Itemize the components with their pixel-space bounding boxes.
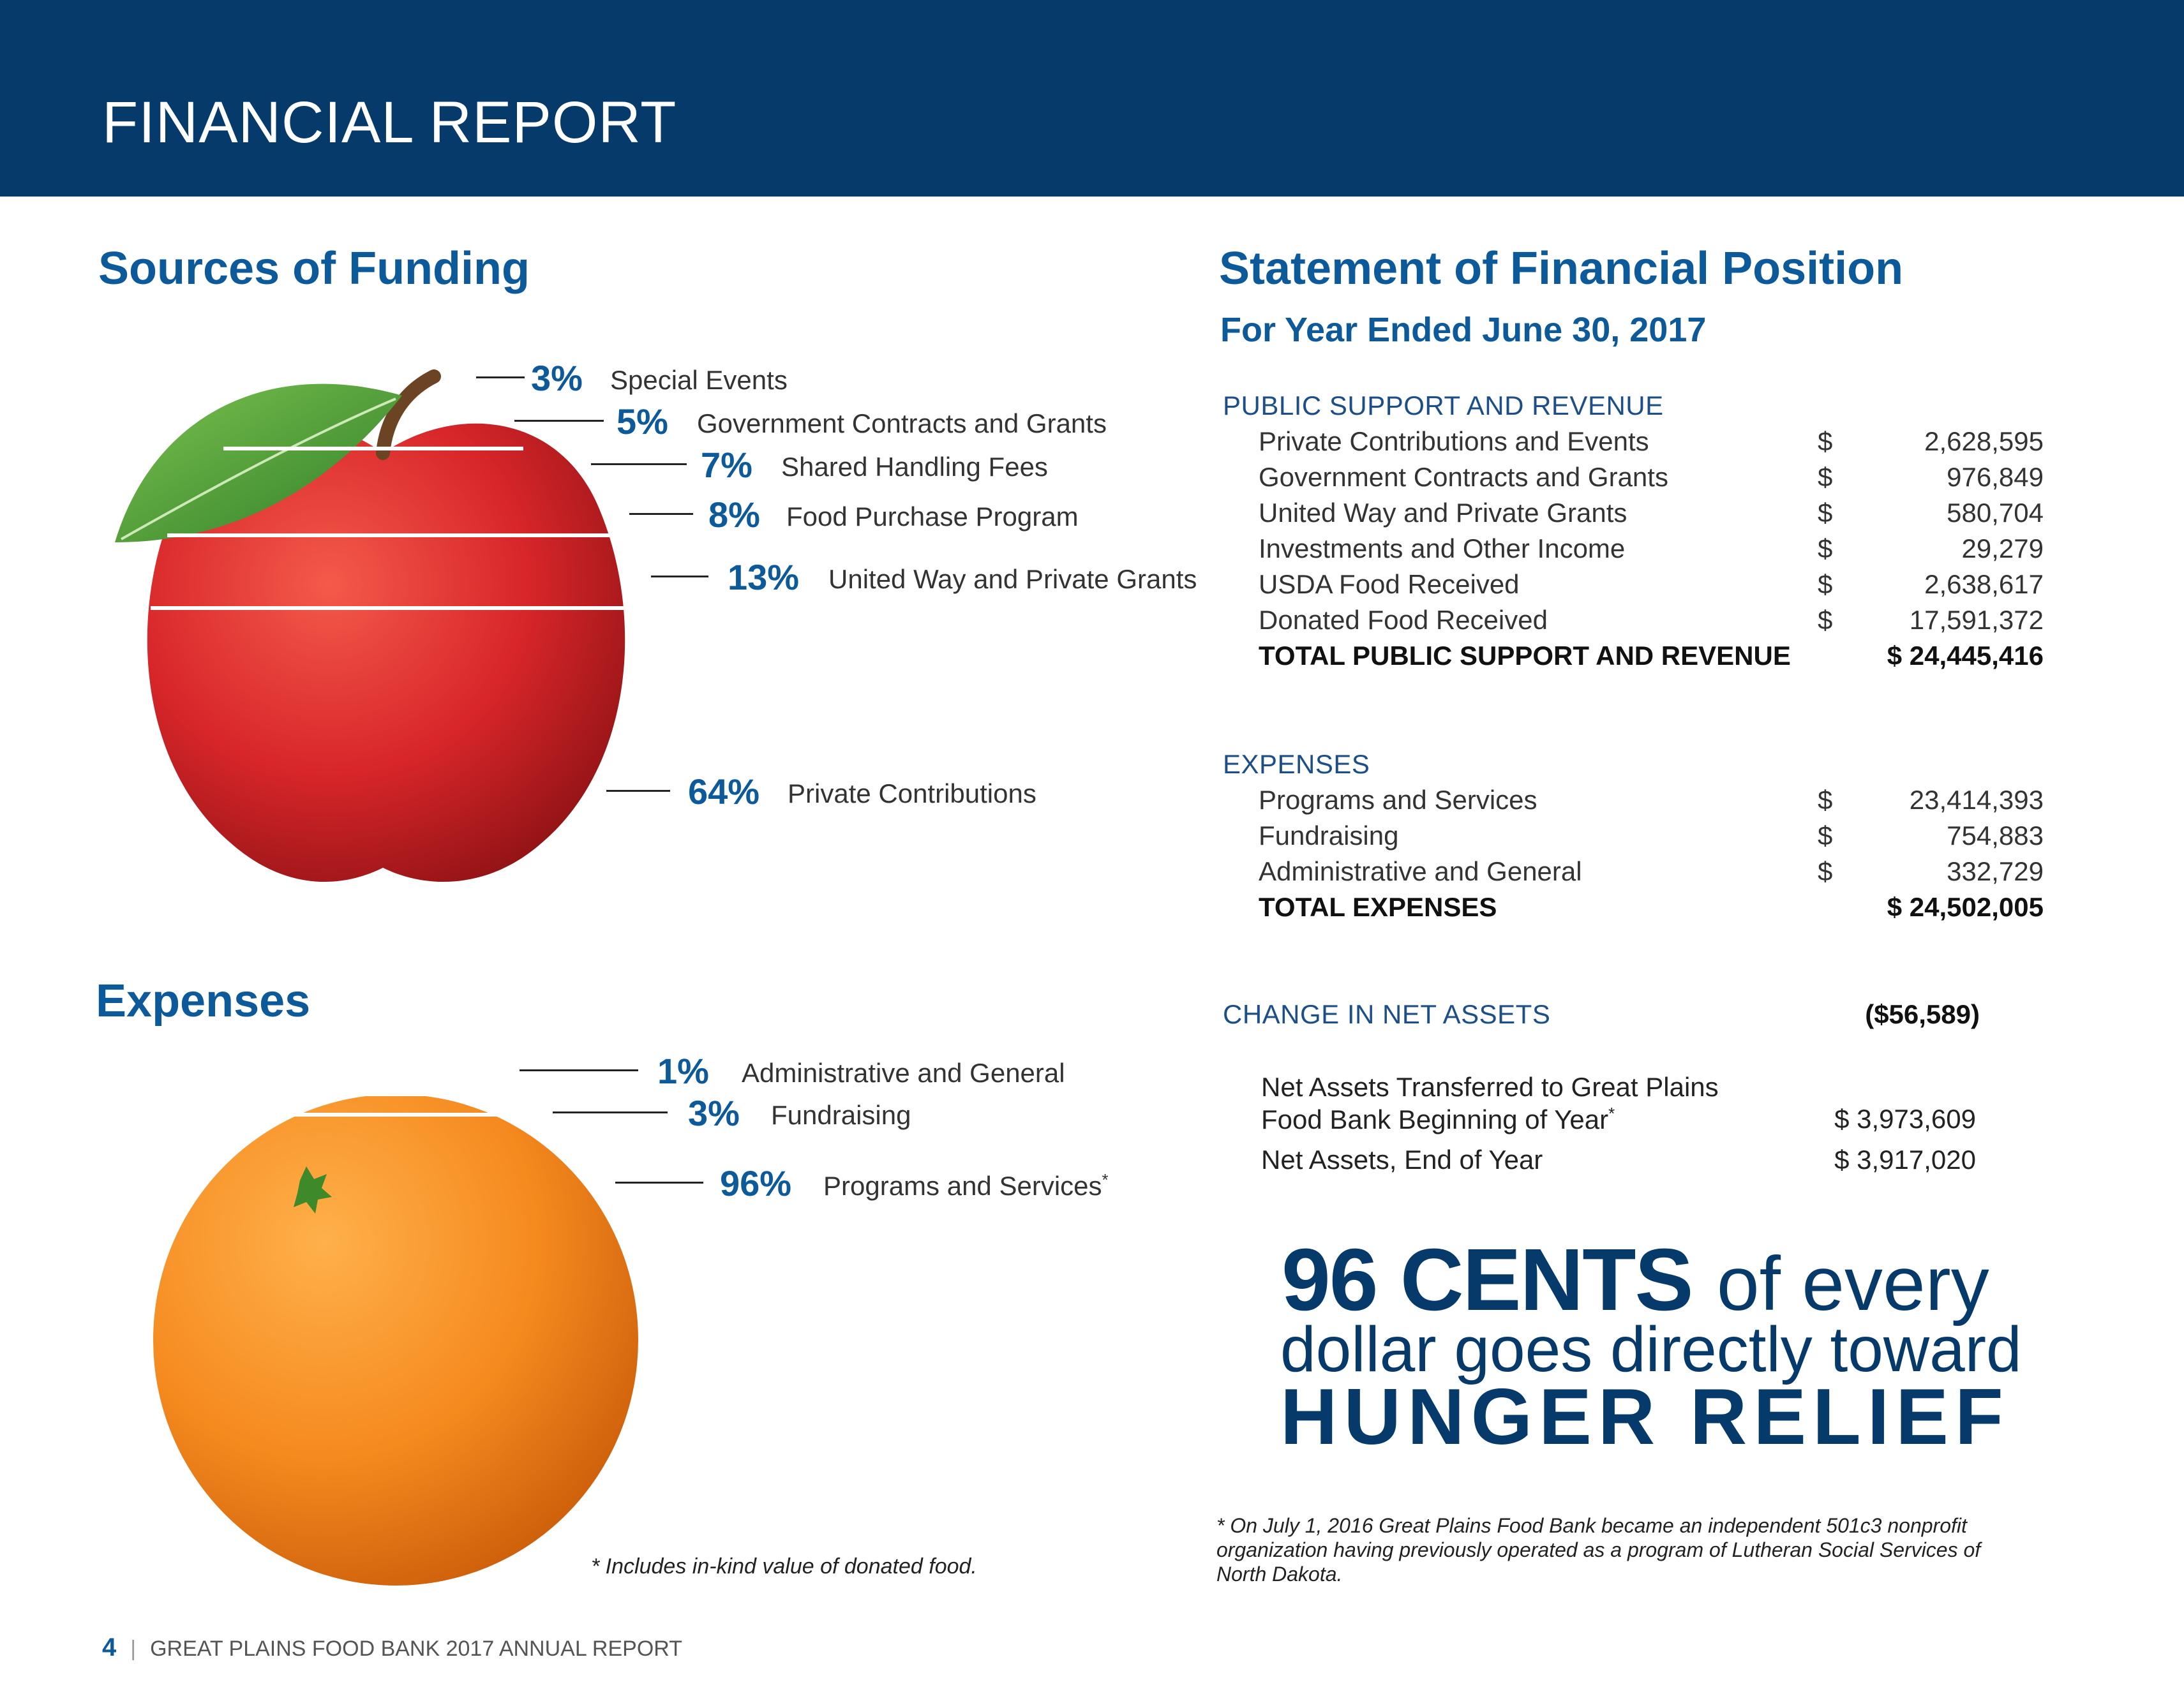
table-row: United Way and Private Grants $ 580,704 bbox=[1259, 498, 2044, 528]
revenue-heading: PUBLIC SUPPORT AND REVENUE bbox=[1223, 390, 1664, 420]
legend-percent: 1% bbox=[657, 1051, 709, 1091]
legend-item-united-way: 13% United Way and Private Grants bbox=[651, 556, 1225, 597]
table-row: Investments and Other Income $ 29,279 bbox=[1259, 533, 2044, 563]
orange-slice-line bbox=[268, 1092, 498, 1096]
net-assets-transferred-amount: $ 3,973,609 bbox=[1834, 1104, 1976, 1134]
footer-text: GREAT PLAINS FOOD BANK 2017 ANNUAL REPOR… bbox=[150, 1637, 682, 1661]
callout-line1: 96 CENTS of every bbox=[1282, 1231, 1989, 1329]
net-assets-end-label: Net Assets, End of Year bbox=[1261, 1145, 1543, 1175]
net-assets-transferred-line1: Net Assets Transferred to Great Plains bbox=[1261, 1072, 1719, 1102]
change-amount: ($56,589) bbox=[1865, 999, 1980, 1029]
statement-subtitle: For Year Ended June 30, 2017 bbox=[1220, 311, 1707, 349]
legend-label: Fundraising bbox=[771, 1100, 911, 1130]
apple-slice-line bbox=[167, 533, 614, 537]
table-row: USDA Food Received $ 2,638,617 bbox=[1259, 569, 2044, 599]
callout-line3: HUNGER RELIEF bbox=[1280, 1373, 2010, 1461]
table-row: Government Contracts and Grants $ 976,84… bbox=[1259, 462, 2044, 492]
table-row: Donated Food Received $ 17,591,372 bbox=[1259, 605, 2044, 635]
legend-percent: 96% bbox=[720, 1163, 792, 1203]
legend-item-government-contracts: 5% Government Contracts and Grants bbox=[514, 401, 1153, 442]
legend-percent: 13% bbox=[728, 557, 800, 597]
net-assets-transferred-line2: Food Bank Beginning of Year* bbox=[1261, 1104, 1615, 1134]
legend-label: Programs and Services* bbox=[823, 1170, 1109, 1201]
table-row: Private Contributions and Events $ 2,628… bbox=[1259, 426, 2044, 456]
table-row: Fundraising $ 754,883 bbox=[1259, 821, 2044, 851]
legend-percent: 3% bbox=[531, 358, 583, 398]
expenses-footnote: * Includes in-kind value of donated food… bbox=[591, 1554, 977, 1579]
legend-item-shared-handling-fees: 7% Shared Handling Fees bbox=[591, 444, 1102, 485]
legend-percent: 7% bbox=[701, 445, 752, 485]
legend-percent: 3% bbox=[688, 1093, 740, 1133]
net-assets-end-amount: $ 3,917,020 bbox=[1834, 1145, 1976, 1175]
footnote-nonprofit: * On July 1, 2016 Great Plains Food Bank… bbox=[1216, 1514, 1981, 1586]
legend-label: Private Contributions bbox=[788, 778, 1036, 808]
orange-slice-line bbox=[245, 1113, 513, 1117]
orange-image bbox=[153, 1094, 638, 1586]
page-number: 4 bbox=[102, 1633, 117, 1661]
apple-image bbox=[115, 369, 625, 882]
total-row: TOTAL PUBLIC SUPPORT AND REVENUE $ 24,44… bbox=[1259, 641, 2044, 671]
legend-percent: 5% bbox=[617, 401, 668, 442]
legend-item-food-purchase-program: 8% Food Purchase Program bbox=[629, 494, 1140, 535]
legend-item-private-contributions: 64% Private Contributions bbox=[606, 771, 1117, 812]
table-row: Administrative and General $ 332,729 bbox=[1259, 856, 2044, 886]
total-row: TOTAL EXPENSES $ 24,502,005 bbox=[1259, 892, 2044, 922]
funding-title: Sources of Funding bbox=[98, 243, 530, 294]
legend-label: Shared Handling Fees bbox=[781, 452, 1048, 482]
legend-item-fundraising: 3% Fundraising bbox=[553, 1092, 1063, 1133]
table-row: Programs and Services $ 23,414,393 bbox=[1259, 785, 2044, 815]
page-title: FINANCIAL REPORT bbox=[102, 90, 677, 155]
apple-slice-line bbox=[151, 606, 643, 610]
legend-item-programs: 96% Programs and Services* bbox=[615, 1163, 1190, 1203]
expenses-table: Programs and Services $ 23,414,393 Fundr… bbox=[1259, 785, 2047, 938]
expenses-heading: EXPENSES bbox=[1223, 749, 1370, 779]
legend-item-administrative: 1% Administrative and General bbox=[520, 1050, 1158, 1091]
legend-label: United Way and Private Grants bbox=[828, 564, 1197, 594]
change-in-net-assets-row: CHANGE IN NET ASSETS ($56,589) bbox=[1223, 999, 1980, 1035]
legend-percent: 8% bbox=[708, 494, 760, 535]
legend-label: Administrative and General bbox=[742, 1058, 1065, 1088]
statement-title: Statement of Financial Position bbox=[1219, 243, 1904, 294]
apple-slice-line bbox=[223, 447, 523, 450]
legend-label: Government Contracts and Grants bbox=[697, 408, 1107, 438]
page-footer: 4 | GREAT PLAINS FOOD BANK 2017 ANNUAL REP… bbox=[102, 1633, 682, 1662]
expenses-title: Expenses bbox=[96, 976, 311, 1027]
legend-label: Food Purchase Program bbox=[786, 502, 1079, 531]
footer-separator: | bbox=[130, 1637, 137, 1661]
change-label: CHANGE IN NET ASSETS bbox=[1223, 999, 1551, 1029]
legend-percent: 64% bbox=[688, 771, 760, 812]
legend-item-special-events: 3% Special Events bbox=[476, 357, 859, 398]
net-assets-block: Net Assets Transferred to Great Plains F… bbox=[1261, 1072, 1976, 1175]
revenue-table: Private Contributions and Events $ 2,628… bbox=[1259, 426, 2047, 681]
header-banner bbox=[0, 0, 2184, 197]
callout-line2: dollar goes directly toward bbox=[1280, 1314, 2022, 1385]
legend-label: Special Events bbox=[610, 365, 788, 395]
